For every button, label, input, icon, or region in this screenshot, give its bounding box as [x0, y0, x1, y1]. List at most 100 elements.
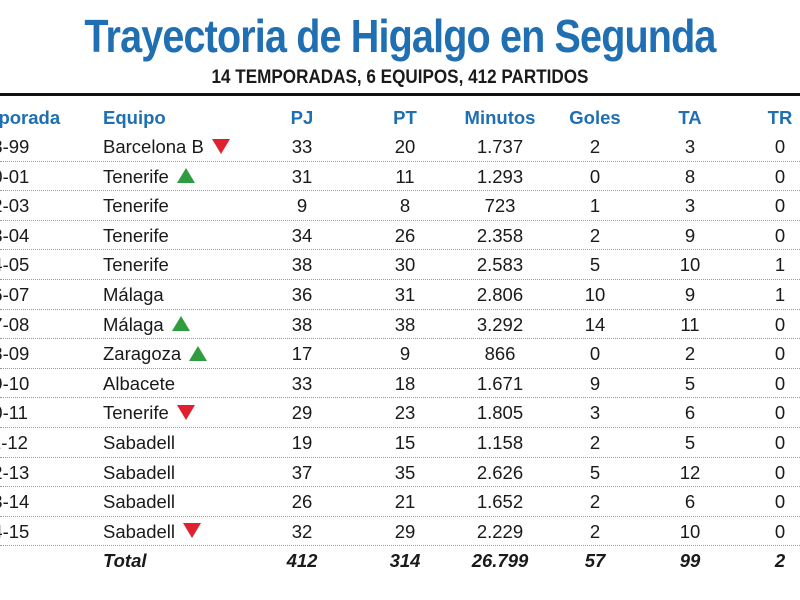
cell-minutos: 3.292 [455, 310, 545, 340]
table-row: 06-07 Málaga 36 31 2.806 10 9 1 [0, 280, 800, 310]
cell-equipo-text: Tenerife [103, 165, 169, 187]
total-goles: 57 [584, 550, 606, 572]
cell-equipo: Tenerife [103, 221, 263, 251]
cell-pt: 35 [375, 458, 435, 488]
cell-pj: 31 [272, 162, 332, 192]
relegation-arrow-down-icon [211, 138, 230, 154]
cell-pj-text: 19 [291, 431, 313, 453]
stats-table: mporada Equipo PJ PT Minutos Goles TA TR… [0, 104, 800, 576]
cell-minutos: 1.652 [455, 487, 545, 517]
cell-goles-text: 5 [589, 254, 601, 276]
cell-temporada-text: 06-07 [0, 283, 30, 305]
cell-goles-text: 0 [589, 343, 601, 365]
cell-tr-text: 1 [774, 283, 786, 305]
cell-goles: 0 [565, 339, 625, 369]
cell-equipo-text: Barcelona B [103, 136, 204, 157]
cell-pj: 33 [272, 132, 332, 162]
cell-pj: 37 [272, 458, 332, 488]
cell-tr-text: 0 [774, 165, 786, 187]
cell-equipo: Albacete [103, 369, 263, 399]
cell-minutos-text: 1.737 [476, 136, 524, 157]
table-row: 07-08 Málaga 38 38 3.292 14 11 0 [0, 310, 800, 340]
cell-pj-text: 33 [291, 372, 313, 394]
cell-tr: 0 [752, 517, 800, 547]
cell-minutos-text: 2.229 [476, 520, 524, 542]
cell-pj: 19 [272, 428, 332, 458]
cell-goles: 2 [565, 221, 625, 251]
cell-pt: 20 [375, 132, 435, 162]
cell-temporada: 09-10 [0, 369, 72, 399]
cell-ta: 10 [660, 250, 720, 280]
cell-pt-text: 15 [394, 431, 416, 453]
total-tr: 2 [774, 550, 786, 572]
cell-goles: 2 [565, 517, 625, 547]
cell-minutos: 866 [455, 339, 545, 369]
table-row: 09-10 Albacete 33 18 1.671 9 5 0 [0, 369, 800, 399]
cell-tr-text: 0 [774, 520, 786, 542]
cell-temporada-text: 14-15 [0, 520, 30, 542]
cell-ta-text: 3 [684, 195, 696, 217]
table-header-row: mporada Equipo PJ PT Minutos Goles TA TR [0, 104, 800, 132]
cell-pt: 23 [375, 398, 435, 428]
cell-tr: 0 [752, 132, 800, 162]
cell-pt-text: 30 [394, 254, 416, 276]
cell-ta-text: 5 [684, 431, 696, 453]
cell-temporada: 02-03 [0, 191, 72, 221]
cell-ta-text: 6 [684, 402, 696, 424]
cell-equipo: Sabadell [103, 428, 263, 458]
cell-equipo-text: Sabadell [103, 461, 176, 483]
cell-minutos-text: 3.292 [476, 313, 524, 335]
cell-tr-text: 0 [774, 313, 786, 335]
cell-ta-text: 10 [679, 254, 701, 276]
cell-pj: 38 [272, 250, 332, 280]
header-goles: Goles [569, 107, 621, 128]
cell-goles-text: 9 [589, 372, 601, 394]
table-row: 02-03 Tenerife 9 8 723 1 3 0 [0, 191, 800, 221]
cell-pt-text: 20 [394, 136, 416, 157]
cell-goles-text: 3 [589, 402, 601, 424]
cell-equipo-text: Tenerife [103, 402, 169, 424]
table-row: 00-01 Tenerife 31 11 1.293 0 8 0 [0, 162, 800, 192]
cell-goles-text: 2 [589, 224, 601, 246]
cell-temporada: 03-04 [0, 221, 72, 251]
cell-minutos: 2.626 [455, 458, 545, 488]
cell-pt: 18 [375, 369, 435, 399]
cell-pj: 26 [272, 487, 332, 517]
total-ta: 99 [679, 550, 701, 572]
cell-pt-text: 29 [394, 520, 416, 542]
cell-ta-text: 9 [684, 283, 696, 305]
cell-temporada: 98-99 [0, 132, 72, 162]
cell-ta-text: 11 [680, 313, 700, 335]
cell-minutos-text: 1.805 [476, 402, 524, 424]
total-pj: 412 [286, 550, 318, 572]
cell-temporada: 07-08 [0, 310, 72, 340]
cell-equipo-text: Tenerife [103, 195, 169, 217]
header-temporada: mporada [0, 107, 61, 128]
table-row: 14-15 Sabadell 32 29 2.229 2 10 0 [0, 517, 800, 547]
cell-pj-text: 26 [291, 491, 313, 513]
cell-ta-text: 5 [684, 372, 696, 394]
cell-temporada: 08-09 [0, 339, 72, 369]
cell-tr-text: 1 [774, 254, 786, 276]
cell-pt: 29 [375, 517, 435, 547]
cell-temporada-text: 12-13 [0, 461, 30, 483]
cell-temporada-text: 98-99 [0, 136, 30, 157]
cell-ta: 3 [660, 132, 720, 162]
cell-tr: 0 [752, 339, 800, 369]
cell-pt-text: 11 [395, 165, 415, 187]
cell-pt-text: 9 [399, 343, 411, 365]
cell-ta-text: 6 [684, 491, 696, 513]
cell-tr: 0 [752, 191, 800, 221]
cell-pj-text: 29 [291, 402, 313, 424]
cell-pt: 30 [375, 250, 435, 280]
cell-tr-text: 0 [774, 431, 786, 453]
cell-goles-text: 2 [589, 136, 601, 157]
cell-equipo-text: Tenerife [103, 254, 169, 276]
cell-equipo: Tenerife [103, 250, 263, 280]
cell-goles-text: 2 [589, 491, 601, 513]
cell-ta: 6 [660, 398, 720, 428]
cell-ta-text: 12 [679, 461, 701, 483]
cell-pj: 38 [272, 310, 332, 340]
cell-minutos: 1.805 [455, 398, 545, 428]
